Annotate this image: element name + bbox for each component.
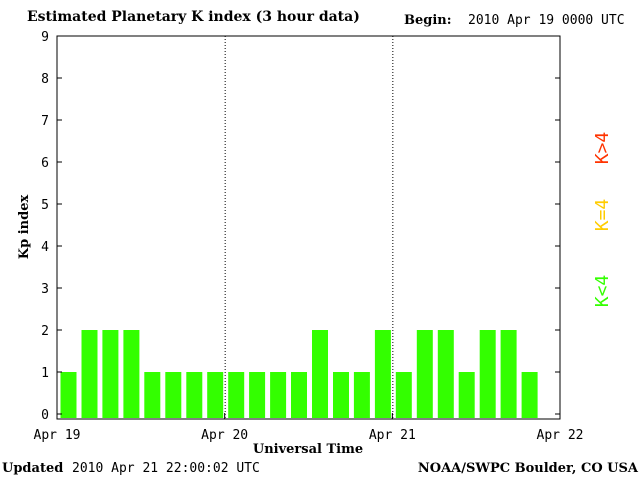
kp-bar xyxy=(144,372,161,418)
kp-bar xyxy=(165,372,182,418)
legend-entry: K=4 xyxy=(592,199,613,232)
y-tick-label: 5 xyxy=(41,198,49,213)
kp-bar xyxy=(102,330,119,418)
day-separators xyxy=(224,36,394,419)
y-tick-label: 4 xyxy=(41,240,49,255)
kp-bar xyxy=(270,372,287,418)
updated-value: 2010 Apr 21 22:00:02 UTC xyxy=(72,461,260,476)
updated-label: Updated xyxy=(2,461,64,476)
y-tick-label: 9 xyxy=(41,30,49,45)
x-axis-ticks: Apr 19 Apr 20 Apr 21 Apr 22 xyxy=(34,413,584,443)
kp-bar xyxy=(123,330,140,418)
kp-bar xyxy=(207,372,224,418)
y-axis-ticks: 0 1 2 3 4 5 6 7 8 9 xyxy=(41,30,560,423)
kp-bar xyxy=(228,372,245,418)
x-tick-label: Apr 20 xyxy=(201,428,248,443)
kp-bar xyxy=(353,372,370,418)
kp-bar xyxy=(416,330,433,418)
chart-title: Estimated Planetary K index (3 hour data… xyxy=(27,9,360,25)
kp-bar xyxy=(521,372,538,418)
kp-bar xyxy=(479,330,496,418)
begin-value: 2010 Apr 19 0000 UTC xyxy=(468,13,625,28)
kp-bar xyxy=(395,372,412,418)
plot-frame xyxy=(56,35,561,420)
credit-text: NOAA/SWPC Boulder, CO USA xyxy=(417,461,638,476)
legend: K>4 K=4 K<4 xyxy=(592,132,613,308)
kp-bar xyxy=(437,330,454,418)
x-tick-label: Apr 19 xyxy=(34,428,81,443)
kp-bar xyxy=(458,372,475,418)
x-tick-label: Apr 21 xyxy=(369,428,416,443)
x-tick-label: Apr 22 xyxy=(537,428,584,443)
kp-bar xyxy=(249,372,266,418)
kp-bar xyxy=(81,330,98,418)
bars-group xyxy=(60,330,538,418)
kp-bar xyxy=(291,372,307,418)
kp-bar xyxy=(186,372,203,418)
y-axis-title: Kp index xyxy=(17,195,32,260)
y-tick-label: 3 xyxy=(41,282,49,297)
kp-bar xyxy=(333,372,349,418)
kp-bar xyxy=(312,330,328,418)
legend-entry: K>4 xyxy=(592,132,613,165)
kp-bar xyxy=(374,330,391,418)
y-tick-label: 6 xyxy=(41,156,49,171)
y-tick-label: 2 xyxy=(41,324,49,339)
kp-bar xyxy=(500,330,517,418)
kp-bar xyxy=(60,372,77,418)
x-axis-title: Universal Time xyxy=(253,442,363,457)
y-tick-label: 0 xyxy=(41,408,49,423)
begin-label: Begin: xyxy=(404,13,452,28)
y-tick-label: 7 xyxy=(41,114,49,129)
y-tick-label: 1 xyxy=(41,366,49,381)
y-tick-label: 8 xyxy=(41,72,49,87)
legend-entry: K<4 xyxy=(592,275,613,308)
